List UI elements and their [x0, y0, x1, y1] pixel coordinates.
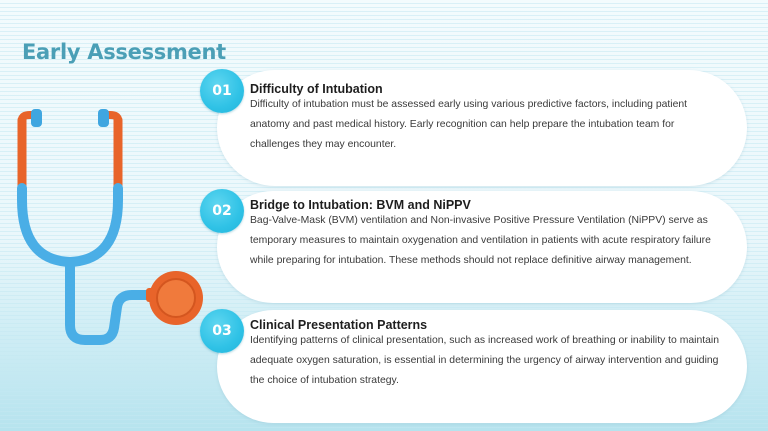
item-heading: Clinical Presentation Patterns — [250, 318, 428, 332]
item-number-badge: 01 — [200, 69, 244, 113]
card-difficulty-of-intubation — [217, 70, 747, 186]
item-heading: Difficulty of Intubation — [250, 82, 383, 96]
card-bridge-to-intubation — [217, 191, 747, 303]
item-description: Difficulty of intubation must be assesse… — [250, 99, 688, 150]
item-number-badge: 02 — [200, 189, 244, 233]
item-heading: Bridge to Intubation: BVM and NiPPV — [250, 198, 471, 212]
card-clinical-presentation — [217, 310, 747, 423]
item-description: Identifying patterns of clinical present… — [250, 335, 719, 386]
stethoscope-icon — [17, 109, 203, 345]
slide-title: Early Assessment — [22, 40, 226, 64]
item-number-badge: 03 — [200, 309, 244, 353]
item-description: Bag-Valve-Mask (BVM) ventilation and Non… — [250, 215, 711, 266]
